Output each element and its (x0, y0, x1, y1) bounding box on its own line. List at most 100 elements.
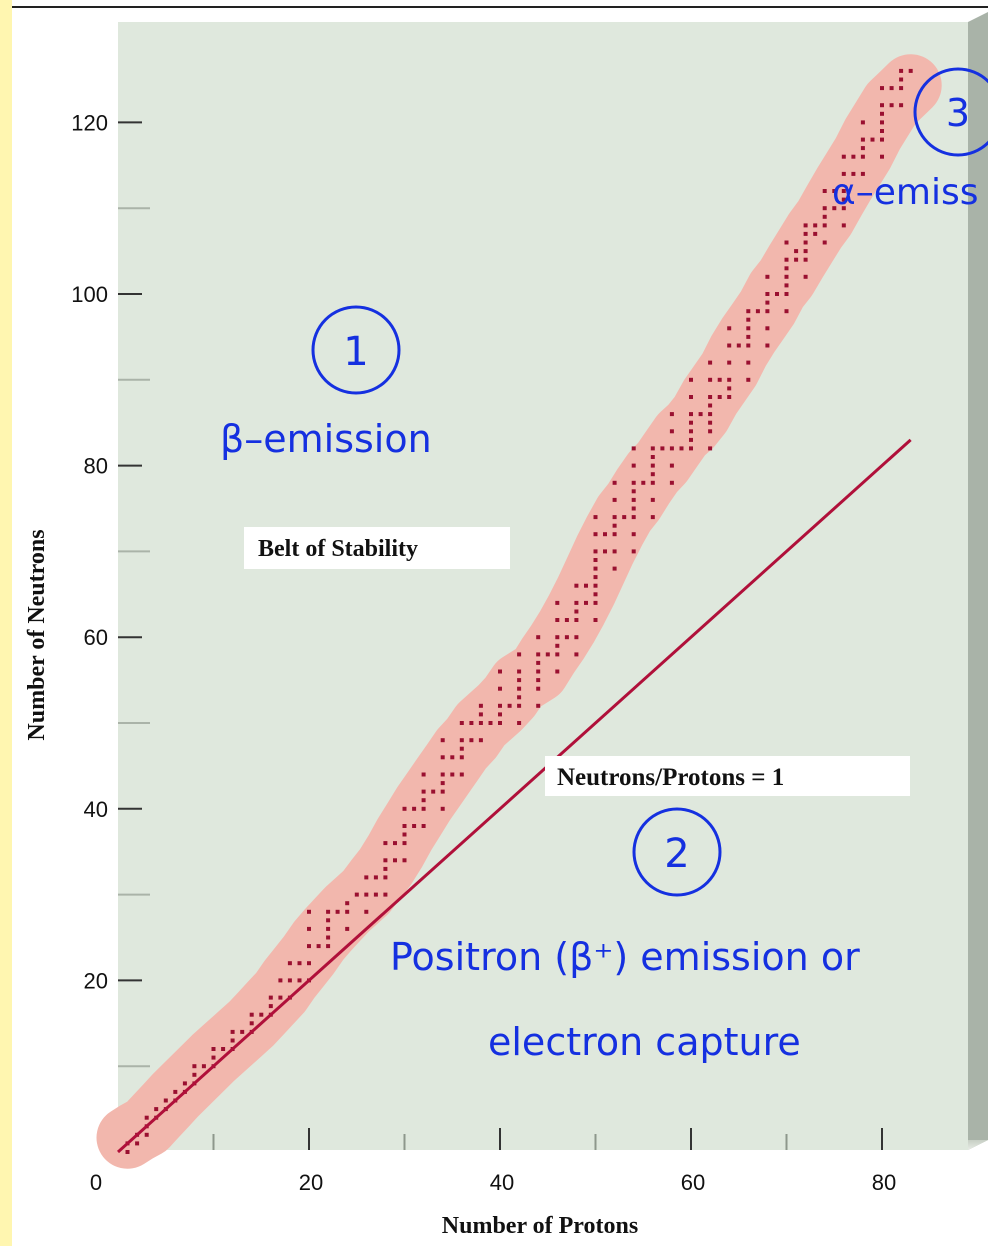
data-point (631, 446, 636, 451)
data-point (517, 686, 522, 691)
data-point (517, 721, 522, 725)
data-point (517, 695, 522, 700)
data-point (335, 909, 340, 914)
data-point (860, 137, 865, 142)
data-point (746, 317, 751, 322)
data-point (822, 240, 827, 245)
data-point (832, 206, 837, 211)
data-point (755, 309, 760, 314)
data-point (727, 343, 732, 348)
data-point (182, 1081, 187, 1086)
data-point (498, 712, 502, 717)
data-point (345, 909, 350, 914)
y-axis-title: Number of Neutrons (24, 529, 50, 740)
data-point (469, 738, 474, 743)
data-point (727, 326, 732, 331)
data-point (230, 1038, 235, 1043)
data-point (775, 292, 779, 296)
belt-band (96, 54, 942, 1169)
data-point (326, 926, 331, 931)
data-point (631, 549, 636, 554)
data-point (354, 892, 359, 897)
data-point (574, 635, 579, 640)
data-point (841, 171, 846, 176)
data-point (593, 515, 598, 520)
data-point (326, 935, 331, 940)
data-point (211, 1055, 216, 1060)
data-point (717, 395, 722, 399)
data-point (880, 137, 884, 142)
data-point (708, 446, 713, 451)
data-point (154, 1107, 159, 1112)
data-point (536, 635, 541, 640)
data-point (536, 660, 541, 665)
data-point (669, 480, 674, 485)
data-point (268, 995, 273, 1000)
data-point (593, 592, 598, 597)
data-point (650, 515, 655, 520)
data-point (765, 300, 770, 305)
data-point (669, 429, 674, 434)
data-point (440, 789, 445, 794)
data-point (564, 618, 569, 622)
data-point (669, 463, 674, 468)
data-point (822, 214, 827, 219)
data-point (746, 309, 751, 314)
data-point (574, 600, 579, 605)
data-point (173, 1089, 178, 1094)
data-point (860, 154, 865, 159)
data-point (249, 1012, 254, 1017)
data-point (297, 978, 302, 983)
data-point (564, 635, 569, 640)
data-point (383, 841, 388, 846)
data-point (784, 309, 789, 314)
data-point (163, 1098, 168, 1103)
x-axis-title: Number of Protons (442, 1213, 638, 1239)
annotation-2-circle (632, 807, 722, 897)
data-point (393, 858, 397, 863)
data-point (192, 1072, 197, 1077)
data-point (708, 360, 713, 365)
data-point (478, 703, 483, 708)
data-point (574, 583, 579, 588)
data-point (736, 343, 741, 348)
data-point (612, 515, 617, 520)
data-point (144, 1132, 149, 1137)
data-point (880, 120, 884, 125)
data-point (412, 806, 417, 811)
data-point (841, 154, 846, 159)
data-point (125, 1150, 130, 1154)
data-point (841, 189, 846, 193)
data-point (689, 429, 693, 434)
data-point (603, 549, 607, 554)
data-point (727, 386, 732, 391)
data-point (440, 755, 445, 760)
data-point (622, 515, 627, 520)
data-point (593, 549, 598, 554)
data-point (555, 600, 560, 605)
data-point (612, 566, 617, 571)
data-point (287, 978, 292, 983)
data-point (612, 497, 617, 502)
data-point (383, 866, 388, 871)
data-point (440, 806, 445, 811)
data-point (536, 678, 541, 683)
data-point (498, 669, 502, 674)
belt-band-shape (96, 54, 942, 1169)
ratio-line (116, 438, 912, 1154)
data-point (803, 257, 808, 262)
data-point (421, 798, 426, 803)
data-point (574, 609, 579, 614)
y-tick-label: 60 (84, 625, 108, 650)
x-tick-label: 40 (490, 1170, 514, 1195)
annotation-2-number: 2 (664, 831, 689, 877)
data-point (650, 480, 655, 485)
data-point (144, 1115, 149, 1120)
data-point (536, 652, 541, 657)
data-point (851, 171, 856, 176)
data-point (631, 480, 636, 485)
data-point (593, 575, 598, 580)
data-point (765, 309, 770, 314)
data-point (307, 926, 311, 931)
